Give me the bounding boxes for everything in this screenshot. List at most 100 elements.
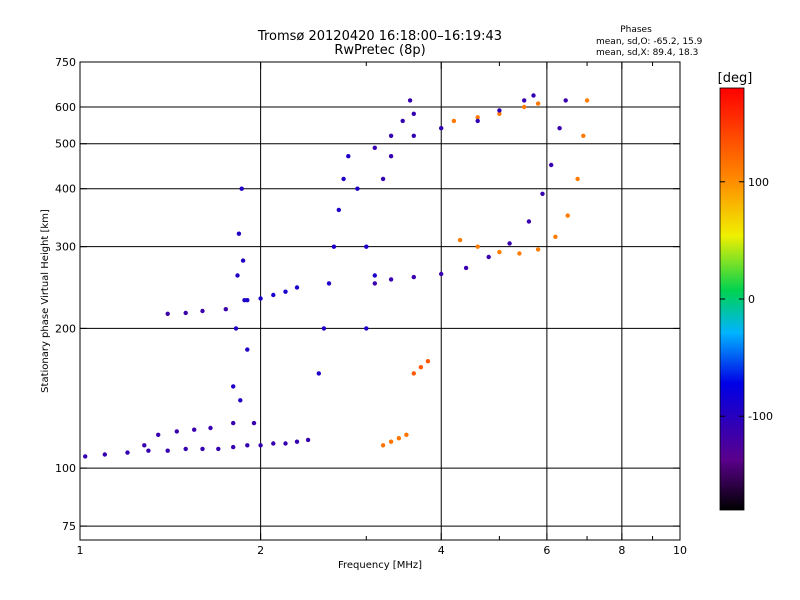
data-point	[208, 425, 213, 431]
data-point	[396, 436, 402, 441]
data-point	[192, 427, 197, 432]
data-point	[364, 244, 369, 249]
data-point	[531, 93, 536, 98]
x-axis-label: Frequency [MHz]	[338, 560, 422, 571]
data-point	[271, 441, 276, 446]
data-point	[411, 371, 416, 376]
phases-header: Phases	[620, 25, 652, 35]
data-point	[372, 273, 377, 278]
data-point	[236, 231, 242, 236]
phases-line-x: mean, sd,X: 89.4, 18.3	[596, 48, 698, 58]
data-point	[549, 162, 554, 168]
y-tick-label: 75	[62, 520, 76, 533]
data-point	[535, 101, 541, 106]
data-point	[439, 126, 444, 131]
data-point	[165, 311, 170, 316]
data-point	[475, 244, 480, 249]
trace-x-patch-3-3-mhz	[380, 432, 409, 448]
data-point	[146, 448, 151, 453]
data-point	[418, 365, 424, 370]
data-point	[388, 277, 394, 282]
phases-line-o: mean, sd,O: -65.2, 15.9	[596, 37, 703, 47]
data-point	[380, 443, 386, 448]
data-point	[239, 186, 244, 191]
trace-f1-lower-trace	[165, 307, 228, 316]
data-layer	[83, 93, 590, 459]
x-tick-label: 6	[543, 544, 550, 557]
data-point	[223, 307, 228, 312]
phases-legend: Phases mean, sd,O: -65.2, 15.9 mean, sd,…	[596, 25, 703, 58]
data-point	[475, 115, 480, 120]
y-tick-label: 400	[55, 183, 76, 196]
data-point	[563, 98, 568, 103]
trace-x-patch-3-7-mhz	[411, 359, 431, 376]
y-tick-label: 200	[55, 322, 76, 335]
data-point	[581, 133, 586, 138]
data-point	[486, 254, 491, 260]
y-tick-label: 300	[55, 241, 76, 254]
y-tick-label: 600	[55, 101, 76, 114]
data-point	[336, 207, 341, 213]
data-point	[240, 258, 246, 263]
data-point	[245, 443, 250, 448]
data-point	[388, 154, 394, 159]
data-point	[258, 443, 263, 448]
x-tick-label: 2	[257, 544, 264, 557]
data-point	[235, 273, 240, 278]
data-point	[233, 326, 239, 331]
data-point	[245, 298, 250, 303]
data-point	[557, 126, 562, 131]
data-point	[165, 448, 170, 453]
data-point	[355, 186, 360, 191]
data-point	[535, 247, 541, 252]
data-point	[575, 176, 580, 182]
axes-layer: 1 2 4 6 8 10 75 100 200 300 400 500 600 750	[55, 56, 687, 557]
data-point	[364, 326, 369, 331]
data-point	[305, 437, 311, 443]
y-tick-label: 100	[55, 462, 76, 475]
data-point	[497, 249, 502, 255]
colorbar-tick-label: -100	[748, 410, 773, 423]
data-point	[125, 450, 130, 455]
data-point	[540, 191, 545, 196]
data-point	[388, 133, 394, 138]
data-point	[258, 296, 263, 301]
data-point	[341, 176, 346, 182]
data-point	[517, 251, 522, 256]
data-point	[294, 285, 300, 290]
data-point	[411, 274, 416, 280]
data-point	[83, 454, 88, 459]
data-point	[142, 443, 147, 448]
y-tick-label: 750	[55, 56, 76, 69]
data-point	[411, 133, 416, 138]
data-point	[407, 98, 413, 103]
trace-upper-o-trace	[411, 93, 536, 138]
data-point	[238, 398, 243, 403]
data-point	[183, 310, 188, 316]
data-point	[156, 432, 161, 437]
data-point	[380, 176, 386, 182]
data-point	[411, 111, 416, 117]
data-point	[372, 145, 377, 150]
data-point	[526, 219, 532, 224]
chart-subtitle: RwPretec (8p)	[334, 43, 425, 58]
colorbar: [deg] 100 0 -100	[718, 71, 773, 511]
data-point	[439, 271, 444, 277]
plot-area	[80, 62, 680, 540]
data-point	[553, 234, 558, 239]
title-block: Tromsø 20120420 16:18:00–16:19:43 RwPret…	[257, 29, 502, 58]
trace-high-f-cluster-3-5-mhz	[372, 98, 416, 182]
data-point	[584, 98, 590, 103]
colorbar-tick-label: 0	[748, 293, 755, 306]
data-point	[251, 420, 257, 426]
data-point	[388, 439, 394, 444]
y-tick-label: 500	[55, 138, 76, 151]
data-point	[451, 118, 457, 124]
data-point	[507, 241, 512, 246]
x-tick-label: 10	[673, 544, 687, 557]
data-point	[463, 265, 469, 271]
data-point	[102, 452, 108, 457]
data-point	[200, 446, 205, 452]
colorbar-tick-label: 100	[748, 176, 769, 189]
